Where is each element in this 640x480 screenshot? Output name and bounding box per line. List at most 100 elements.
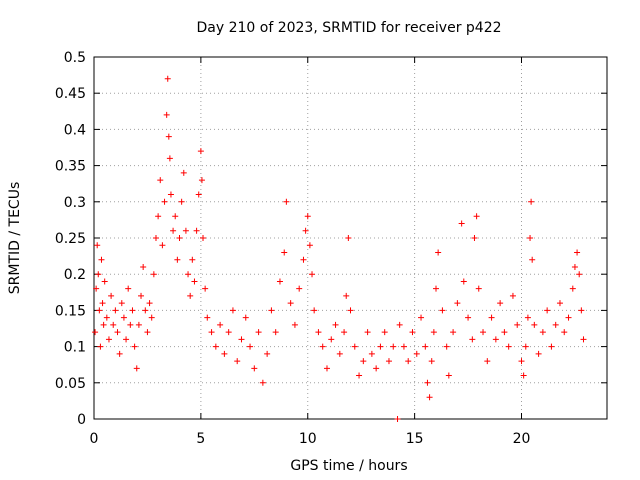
data-point (394, 416, 401, 422)
data-point (185, 271, 192, 278)
data-point (174, 256, 181, 263)
data-point (234, 358, 241, 365)
data-point (522, 343, 529, 350)
data-point (571, 263, 578, 270)
data-point (509, 292, 516, 299)
data-point (92, 329, 99, 336)
data-point (426, 394, 433, 401)
x-tick-label: 10 (299, 431, 317, 447)
data-point (198, 177, 205, 184)
data-point (535, 350, 542, 357)
data-point (518, 358, 525, 365)
data-point (193, 227, 200, 234)
data-point (552, 321, 559, 328)
y-tick-label: 0.2 (64, 267, 86, 283)
data-point (247, 343, 254, 350)
data-point (208, 329, 215, 336)
data-point (454, 300, 461, 307)
data-point (178, 198, 185, 205)
chart-title: Day 210 of 2023, SRMTID for receiver p42… (196, 20, 501, 36)
data-point (580, 336, 587, 343)
data-point (95, 271, 102, 278)
data-point (473, 213, 480, 220)
x-tick-label: 0 (90, 431, 99, 447)
data-point (116, 350, 123, 357)
data-point (343, 292, 350, 299)
data-point (505, 343, 512, 350)
data-point (100, 321, 107, 328)
data-point (144, 329, 151, 336)
data-point (268, 307, 275, 314)
data-point (409, 329, 416, 336)
data-point (189, 256, 196, 263)
data-point (356, 372, 363, 379)
data-point (291, 321, 298, 328)
data-point (428, 358, 435, 365)
data-point (347, 307, 354, 314)
data-point (309, 271, 316, 278)
data-point (255, 329, 262, 336)
data-point (323, 365, 330, 372)
data-point (296, 285, 303, 292)
data-point (351, 343, 358, 350)
data-point (484, 358, 491, 365)
data-point (497, 300, 504, 307)
data-point (539, 329, 546, 336)
data-point (191, 278, 198, 285)
y-tick-label: 0.35 (55, 159, 86, 175)
data-point (197, 148, 204, 155)
data-point (148, 314, 155, 321)
data-point (565, 314, 572, 321)
data-point (430, 329, 437, 336)
data-point (475, 285, 482, 292)
x-tick-label: 5 (196, 431, 205, 447)
x-tick-label: 20 (513, 431, 531, 447)
data-point (229, 307, 236, 314)
data-point (170, 227, 177, 234)
y-tick-label: 0.15 (55, 303, 86, 319)
y-tick-label: 0.05 (55, 376, 86, 392)
data-point (161, 198, 168, 205)
y-tick-label: 0 (77, 412, 86, 428)
data-point (98, 256, 105, 263)
data-point (501, 329, 508, 336)
data-point (458, 220, 465, 227)
data-point (152, 235, 159, 241)
data-point (157, 177, 164, 184)
data-point (212, 343, 219, 350)
data-point (176, 235, 183, 241)
data-point (561, 329, 568, 336)
data-point (528, 198, 535, 205)
data-point (225, 329, 232, 336)
data-point (445, 372, 452, 379)
data-point (368, 350, 375, 357)
data-point (259, 379, 266, 386)
data-point (103, 314, 110, 321)
y-tick-label: 0.25 (55, 231, 86, 247)
data-point (450, 329, 457, 336)
data-point (574, 249, 581, 256)
data-point (187, 292, 194, 299)
data-point (125, 285, 132, 292)
data-point (242, 314, 249, 321)
data-point (287, 300, 294, 307)
data-point (345, 235, 352, 241)
data-point (435, 249, 442, 256)
data-point (396, 321, 403, 328)
data-point (94, 242, 101, 249)
data-point (204, 314, 211, 321)
data-point (138, 292, 145, 299)
data-point (544, 307, 551, 314)
data-point (381, 329, 388, 336)
y-tick-label: 0.5 (64, 50, 86, 66)
data-point (142, 307, 149, 314)
data-point (140, 263, 147, 270)
data-point (97, 343, 104, 350)
data-point (272, 329, 279, 336)
data-point (110, 321, 117, 328)
data-point (377, 343, 384, 350)
data-point (364, 329, 371, 336)
data-point (311, 307, 318, 314)
data-point (469, 336, 476, 343)
